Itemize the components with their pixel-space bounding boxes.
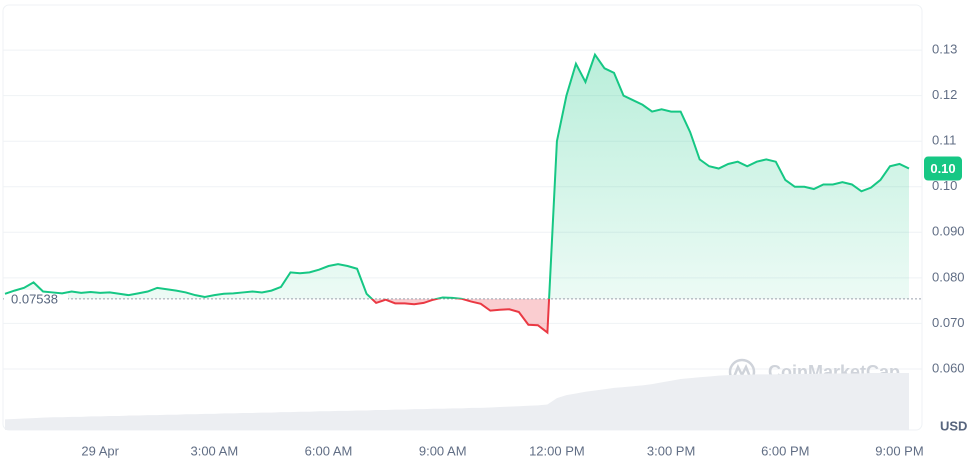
x-tick-label: 6:00 PM — [761, 443, 809, 458]
y-tick-label: 0.11 — [932, 133, 956, 148]
baseline-label: 0.07538 — [11, 291, 58, 306]
x-tick-label: 3:00 AM — [190, 443, 238, 458]
y-tick-label: 0.12 — [932, 87, 957, 102]
y-tick-label: 0.10 — [932, 178, 957, 193]
y-tick-label: 0.070 — [932, 315, 965, 330]
volume-area — [5, 373, 909, 430]
x-tick-label: 3:00 PM — [647, 443, 695, 458]
x-tick-label: 9:00 PM — [875, 443, 923, 458]
x-tick-label: 12:00 PM — [529, 443, 585, 458]
current-price-label: 0.10 — [930, 161, 955, 176]
x-tick-label: 9:00 AM — [419, 443, 467, 458]
y-tick-label: 0.090 — [932, 224, 965, 239]
y-tick-label: 0.13 — [932, 42, 957, 57]
price-line-up — [4, 52, 910, 299]
current-price-tag — [924, 156, 962, 181]
y-unit: USD — [940, 418, 967, 433]
y-tick-label: 0.060 — [932, 360, 965, 375]
baseline-label-bg — [4, 289, 68, 308]
area-up — [5, 54, 909, 299]
x-tick-label: 6:00 AM — [305, 443, 353, 458]
x-tick-label: 29 Apr — [81, 443, 119, 458]
y-tick-label: 0.080 — [932, 269, 965, 284]
area-down — [371, 298, 550, 333]
